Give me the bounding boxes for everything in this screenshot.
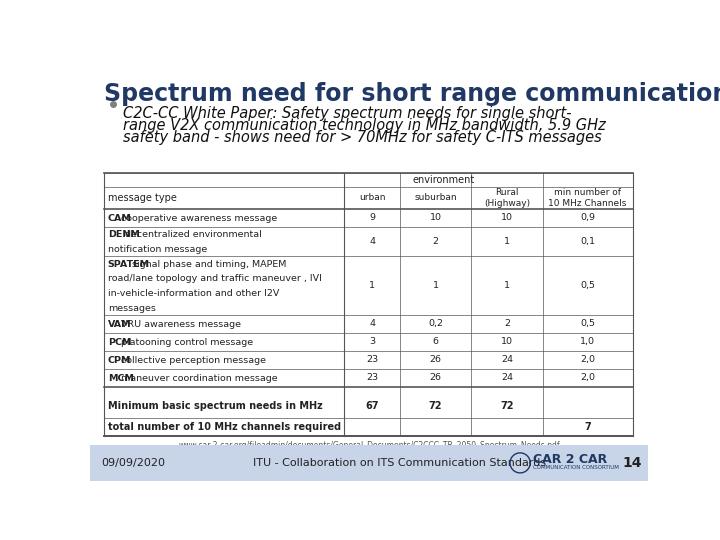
Text: 6: 6 (433, 338, 438, 346)
Text: PCM: PCM (108, 338, 131, 347)
Text: 10: 10 (501, 213, 513, 222)
Text: maneuver coordination message: maneuver coordination message (118, 374, 278, 383)
Text: 26: 26 (430, 355, 441, 364)
Text: platooning control message: platooning control message (118, 338, 253, 347)
Text: 2: 2 (504, 319, 510, 328)
Text: decentralized environmental: decentralized environmental (122, 230, 261, 239)
Text: messages: messages (108, 304, 156, 313)
Text: 23: 23 (366, 373, 378, 382)
Text: road/lane topology and traffic maneuver , IVI: road/lane topology and traffic maneuver … (108, 274, 322, 284)
Text: 67: 67 (366, 401, 379, 411)
Text: 2,0: 2,0 (580, 355, 595, 364)
Text: ITU - Collaboration on ITS Communication Standards: ITU - Collaboration on ITS Communication… (253, 458, 546, 468)
Text: notification message: notification message (108, 245, 207, 254)
Text: 09/09/2020: 09/09/2020 (101, 458, 165, 468)
Text: SPATEM: SPATEM (108, 260, 150, 268)
Text: 3: 3 (369, 338, 375, 346)
Text: 24: 24 (501, 373, 513, 382)
Text: www.car-2-car.org/fileadmin/documents/General_Documents/C2CCC_TR_2050_Spectrum_N: www.car-2-car.org/fileadmin/documents/Ge… (178, 441, 560, 450)
Text: collective perception message: collective perception message (118, 356, 266, 365)
Text: 7: 7 (584, 422, 591, 432)
Text: CAM: CAM (108, 214, 132, 223)
Text: 26: 26 (430, 373, 441, 382)
Text: 1: 1 (433, 281, 438, 290)
Text: cooperative awareness message: cooperative awareness message (118, 214, 277, 223)
Text: 0,5: 0,5 (580, 281, 595, 290)
Text: 4: 4 (369, 237, 375, 246)
Text: 24: 24 (501, 355, 513, 364)
Text: 0,1: 0,1 (580, 237, 595, 246)
Text: 14: 14 (623, 456, 642, 470)
Text: signal phase and timing, MAPEM: signal phase and timing, MAPEM (129, 260, 286, 268)
Text: 0,2: 0,2 (428, 319, 443, 328)
Text: 72: 72 (500, 401, 513, 411)
Text: Rural
(Highway): Rural (Highway) (484, 188, 530, 208)
Text: 0,5: 0,5 (580, 319, 595, 328)
Text: suburban: suburban (414, 193, 457, 202)
Bar (90, 445, 648, 481)
Text: DENM: DENM (108, 230, 140, 239)
Text: 4: 4 (369, 319, 375, 328)
Text: environment: environment (413, 175, 474, 185)
Text: message type: message type (108, 193, 176, 203)
Text: 1,0: 1,0 (580, 338, 595, 346)
Text: 10: 10 (430, 213, 441, 222)
Text: range V2X communication technology in MHz bandwidth, 5.9 GHz: range V2X communication technology in MH… (122, 118, 606, 133)
Text: 2: 2 (433, 237, 438, 246)
Text: C2C-CC White Paper: Safety spectrum needs for single short-: C2C-CC White Paper: Safety spectrum need… (122, 106, 571, 120)
Text: CPM: CPM (108, 356, 131, 365)
Text: 0,9: 0,9 (580, 213, 595, 222)
Text: MCM: MCM (108, 374, 134, 383)
Text: 1: 1 (369, 281, 375, 290)
Bar (104, 173, 632, 436)
Text: VAM: VAM (108, 320, 132, 329)
Text: VRU awareness message: VRU awareness message (118, 320, 241, 329)
Text: Minimum basic spectrum needs in MHz: Minimum basic spectrum needs in MHz (108, 401, 323, 411)
Text: 1: 1 (504, 281, 510, 290)
Text: total number of 10 MHz channels required: total number of 10 MHz channels required (108, 422, 341, 432)
Text: Spectrum need for short range communication: Spectrum need for short range communicat… (104, 82, 720, 106)
Text: 9: 9 (369, 213, 375, 222)
Text: 23: 23 (366, 355, 378, 364)
Text: 2,0: 2,0 (580, 373, 595, 382)
Text: safety band - shows need for > 70MHz for safety C-ITS messages: safety band - shows need for > 70MHz for… (122, 130, 601, 145)
Text: urban: urban (359, 193, 385, 202)
Text: CAR 2 CAR: CAR 2 CAR (534, 453, 608, 465)
Text: 10: 10 (501, 338, 513, 346)
Text: min number of
10 MHz Channels: min number of 10 MHz Channels (549, 188, 627, 208)
Text: COMMUNICATION CONSORTIUM: COMMUNICATION CONSORTIUM (534, 465, 619, 470)
Text: in-vehicle-information and other I2V: in-vehicle-information and other I2V (108, 289, 279, 298)
Text: 1: 1 (504, 237, 510, 246)
Text: 72: 72 (429, 401, 442, 411)
